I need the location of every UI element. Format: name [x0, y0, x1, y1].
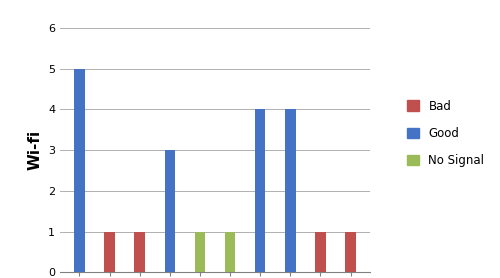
- Bar: [315, 232, 326, 272]
- Bar: [134, 232, 145, 272]
- Bar: [285, 109, 296, 272]
- Legend: Bad, Good, No Signal: Bad, Good, No Signal: [402, 95, 489, 172]
- Bar: [104, 232, 115, 272]
- Y-axis label: Wi-fi: Wi-fi: [28, 130, 42, 170]
- Bar: [164, 150, 175, 272]
- Bar: [194, 232, 205, 272]
- Bar: [74, 69, 85, 272]
- Bar: [255, 109, 266, 272]
- Bar: [346, 232, 356, 272]
- Bar: [225, 232, 235, 272]
